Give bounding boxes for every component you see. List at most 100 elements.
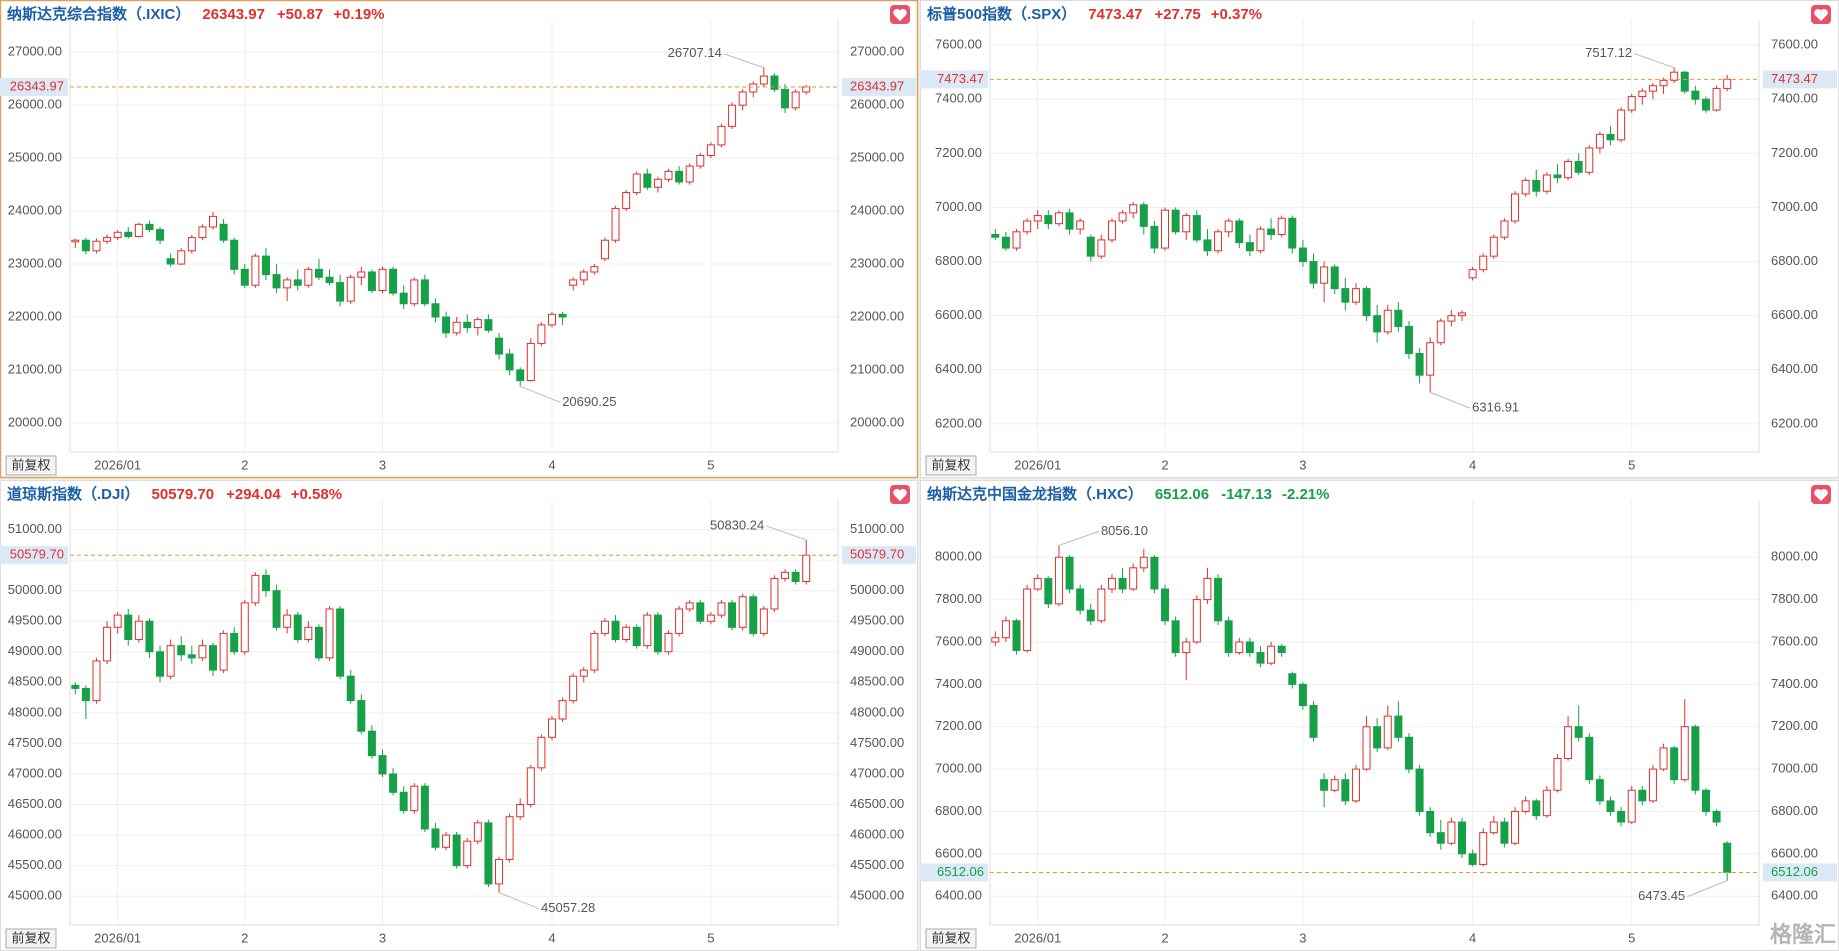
candle-body <box>103 626 112 662</box>
last-price-box <box>920 70 988 89</box>
favorite-icon[interactable] <box>893 8 907 21</box>
candle-body <box>1118 577 1127 590</box>
candle-body <box>431 828 440 848</box>
adjust-label[interactable]: 前复权 <box>11 457 50 472</box>
candle-body <box>420 785 429 830</box>
candle-body <box>113 614 122 628</box>
candle-body <box>791 91 800 109</box>
candle-body <box>579 669 588 677</box>
panel-background <box>920 480 1839 951</box>
candle-body <box>1309 705 1318 738</box>
annotation-label: 50830.24 <box>710 517 764 532</box>
candle-body <box>314 268 323 278</box>
candle-body <box>1065 556 1074 590</box>
candle-body <box>1447 315 1456 322</box>
watermark: 格隆汇 <box>1770 922 1836 947</box>
y2-tick-label: 45500.00 <box>850 857 904 872</box>
candle-body <box>389 268 398 294</box>
candle-body <box>1574 160 1583 173</box>
candle-body <box>1362 288 1371 317</box>
candle-body <box>1320 266 1329 284</box>
candle-body <box>579 271 588 281</box>
candle-body <box>177 645 186 656</box>
favorite-icon[interactable] <box>1814 489 1828 501</box>
candle-body <box>389 773 398 793</box>
annotation-leader <box>1058 530 1100 546</box>
candle-body <box>1235 641 1244 654</box>
candle-body <box>1192 215 1201 241</box>
y2-tick-label: 6200.00 <box>1771 415 1818 430</box>
candle-body <box>526 342 535 382</box>
annotation-label: 8056.10 <box>1101 523 1148 538</box>
adjust-box[interactable] <box>925 455 977 476</box>
annotation-leader <box>723 53 765 69</box>
candle-body <box>547 718 556 738</box>
candle-body <box>1086 236 1095 257</box>
y-tick-label: 20000.00 <box>8 414 62 429</box>
x-tick-label: 5 <box>1628 930 1635 945</box>
candle-body <box>1712 87 1721 111</box>
candle-body <box>1012 231 1021 249</box>
candle-body <box>1118 212 1127 222</box>
y2-tick-label: 49500.00 <box>850 613 904 628</box>
candle-body <box>367 730 376 757</box>
candle-body <box>399 292 408 305</box>
annotation-leader <box>520 385 561 403</box>
candle-body <box>1097 239 1106 257</box>
candle-body <box>304 626 313 641</box>
panel-background <box>920 0 1839 478</box>
y2-tick-label: 6400.00 <box>1771 361 1818 376</box>
favorite-icon[interactable] <box>893 489 907 501</box>
chart-title: 纳斯达克综合指数（.IXIC） 26343.97 +50.87 +0.19% <box>7 5 385 23</box>
y-tick-label: 51000.00 <box>8 521 62 536</box>
candle-body <box>1182 215 1191 233</box>
x-tick-label: 2026/01 <box>94 457 141 472</box>
candle-body <box>1288 673 1297 685</box>
candle-body <box>1097 588 1106 622</box>
candle-body <box>261 255 270 276</box>
candle-body <box>1161 209 1170 249</box>
candle-body <box>1638 90 1647 98</box>
y-tick-label: 49000.00 <box>8 643 62 658</box>
adjust-label[interactable]: 前复权 <box>931 930 970 945</box>
last-price-label: 6512.06 <box>1771 864 1818 879</box>
candle-body <box>1351 768 1360 802</box>
candle-body <box>526 767 535 806</box>
adjust-box[interactable] <box>925 928 977 949</box>
candle-body <box>1054 556 1063 605</box>
candle-body <box>1691 90 1700 100</box>
candle-body <box>1585 736 1594 781</box>
y2-tick-label: 45000.00 <box>850 888 904 903</box>
adjust-label[interactable]: 前复权 <box>11 930 50 945</box>
candle-body <box>1426 810 1435 834</box>
candle-body <box>1214 231 1223 252</box>
candle-body <box>124 231 133 237</box>
adjust-label[interactable]: 前复权 <box>931 457 970 472</box>
x-tick-label: 2026/01 <box>94 930 141 945</box>
favorite-icon[interactable] <box>1814 8 1828 21</box>
candle-body <box>134 223 143 237</box>
candle-body <box>1245 641 1254 654</box>
candle-body <box>622 626 631 641</box>
y-tick-label: 6800.00 <box>935 803 982 818</box>
candle-body <box>759 608 768 634</box>
candle-body <box>749 596 758 634</box>
candle-body <box>717 125 726 146</box>
candle-body <box>1670 747 1679 781</box>
candle-body <box>177 250 186 265</box>
candle-body <box>452 321 461 334</box>
candle-body <box>1723 842 1732 873</box>
y-tick-label: 7600.00 <box>935 633 982 648</box>
adjust-box[interactable] <box>5 455 57 476</box>
candle-body <box>336 282 345 302</box>
candle-body <box>1627 789 1636 823</box>
candle-body <box>293 279 302 286</box>
y2-tick-label: 6600.00 <box>1771 845 1818 860</box>
candle-body <box>738 596 747 628</box>
adjust-box[interactable] <box>5 928 57 949</box>
last-price-box <box>0 77 68 96</box>
y-tick-label: 46000.00 <box>8 826 62 841</box>
y2-tick-label: 47000.00 <box>850 765 904 780</box>
candle-body <box>463 321 472 329</box>
y-tick-label: 7200.00 <box>935 145 982 160</box>
